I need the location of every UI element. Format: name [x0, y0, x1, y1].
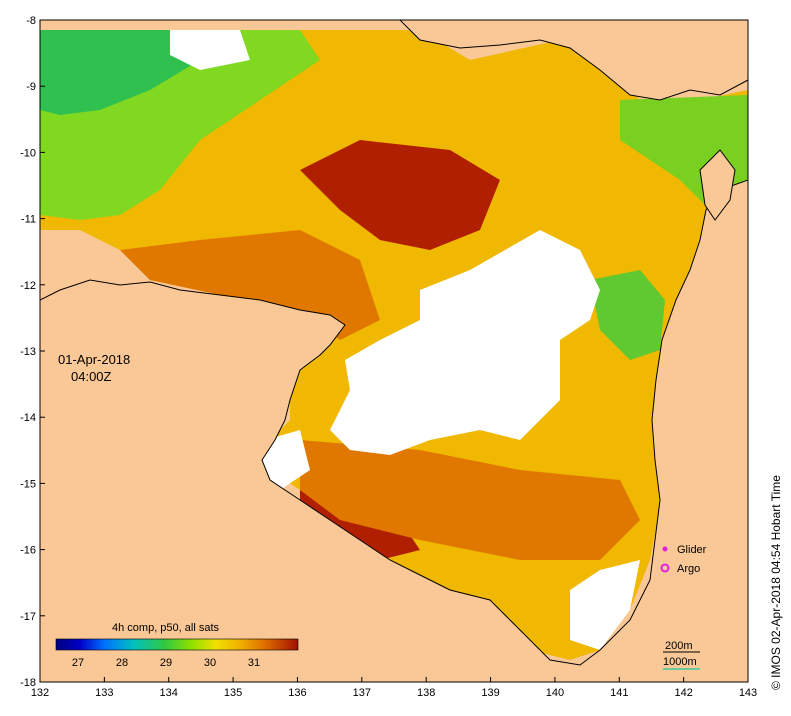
- legend: Glider Argo: [660, 544, 707, 575]
- x-tick-label: 143: [739, 687, 757, 699]
- colorbar-tick-label: 31: [248, 657, 260, 669]
- legend-argo-label: Argo: [677, 563, 700, 575]
- x-tick-label: 141: [610, 687, 628, 699]
- colorbar-tick-label: 29: [160, 657, 172, 669]
- y-tick-label: -17: [20, 611, 36, 623]
- y-tick-label: -13: [20, 346, 36, 358]
- map-plot-area: [40, 20, 748, 682]
- cloud-nodata-north: [170, 30, 250, 70]
- y-tick-label: -14: [20, 412, 36, 424]
- legend-glider-label: Glider: [677, 544, 707, 556]
- credit-text: © IMOS 02-Apr-2018 04:54 Hobart Time: [769, 475, 783, 690]
- colorbar-tick-label: 28: [116, 657, 128, 669]
- colorbar-tick-label: 30: [204, 657, 216, 669]
- time-label: 04:00Z: [71, 369, 112, 384]
- y-axis: -8 -9 -10 -11 -12 -13 -14 -15 -16 -17 -18: [20, 15, 45, 689]
- x-tick-label: 132: [31, 687, 49, 699]
- land-new-guinea: [399, 20, 748, 101]
- y-tick-label: -11: [21, 214, 36, 226]
- y-tick-label: -16: [20, 545, 36, 557]
- x-tick-label: 140: [546, 687, 564, 699]
- y-tick-label: -10: [20, 147, 36, 159]
- y-tick-label: -9: [26, 81, 36, 93]
- contour-1000m-label: 1000m: [663, 656, 697, 668]
- ocean-sst-green-patch: [590, 270, 665, 360]
- contour-200m-label: 200m: [665, 640, 693, 652]
- argo-marker-icon: [660, 563, 670, 573]
- x-tick-label: 139: [481, 687, 499, 699]
- y-tick-label: -15: [20, 478, 36, 490]
- cloud-nodata-west-coast: [262, 430, 310, 490]
- x-tick-label: 142: [674, 687, 692, 699]
- land-northern-australia: [40, 179, 748, 682]
- colorbar: 4h comp, p50, all sats 27 28 29 30 31: [55, 622, 299, 669]
- x-tick-label: 138: [417, 687, 435, 699]
- x-tick-label: 137: [353, 687, 371, 699]
- contour-legend: 200m 1000m: [663, 640, 700, 670]
- colorbar-gradient: [55, 638, 299, 651]
- colorbar-ticks: 27 28 29 30 31: [72, 657, 260, 669]
- x-tick-label: 135: [224, 687, 242, 699]
- y-tick-label: -18: [20, 677, 36, 689]
- x-tick-label: 134: [160, 687, 178, 699]
- colorbar-tick-label: 27: [72, 657, 84, 669]
- cloud-nodata-south: [570, 560, 640, 650]
- land-cape-york-tip: [699, 149, 736, 221]
- ocean-sst-cold-north: [40, 30, 200, 115]
- cloud-nodata-central: [330, 230, 600, 455]
- date-label: 01-Apr-2018: [58, 352, 130, 367]
- x-tick-label: 136: [288, 687, 306, 699]
- glider-marker-icon: [662, 546, 668, 552]
- x-tick-label: 133: [95, 687, 113, 699]
- ocean-sst-warm-band: [300, 440, 640, 560]
- ocean-sst-hot-core: [300, 140, 500, 250]
- colorbar-title: 4h comp, p50, all sats: [112, 622, 220, 634]
- x-axis: 132 133 134 135 136 137 138 139 140 141 142 143: [31, 677, 757, 699]
- y-tick-label: -12: [20, 280, 36, 292]
- y-tick-label: -8: [26, 15, 36, 27]
